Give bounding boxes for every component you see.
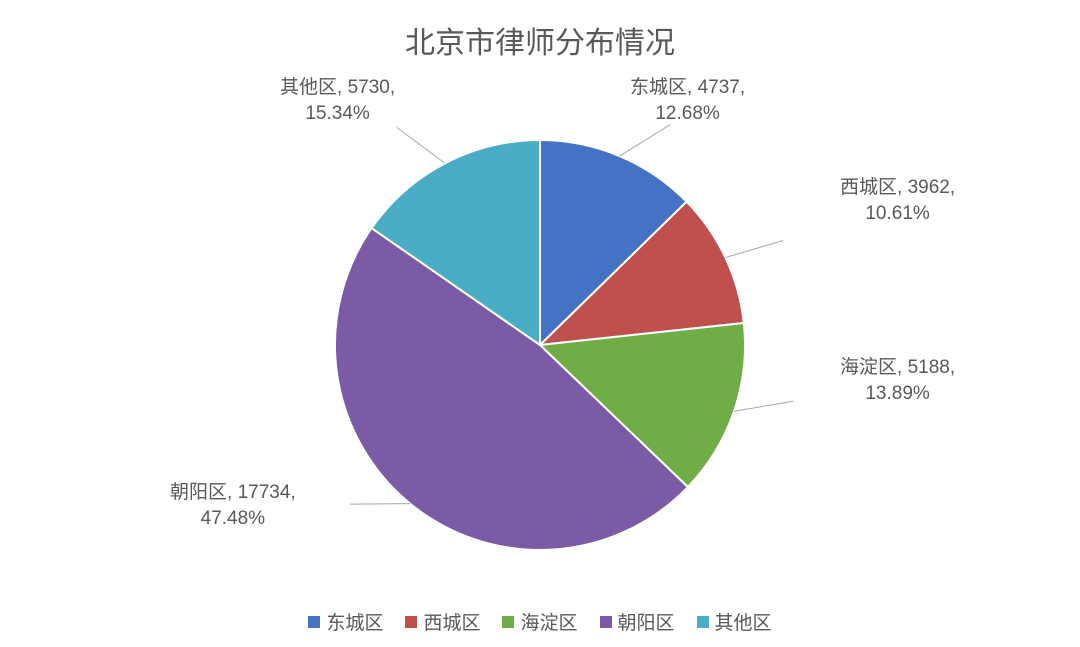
legend-swatch (697, 616, 709, 628)
legend-label: 东城区 (326, 608, 383, 635)
data-label-percent: 12.68% (655, 103, 719, 124)
legend-swatch (405, 616, 417, 628)
legend-item: 其他区 (697, 608, 772, 635)
data-label-value: 5730 (348, 77, 390, 98)
legend-label: 海淀区 (520, 608, 577, 635)
legend-swatch (308, 616, 320, 628)
data-label-line1: 海淀区 (840, 357, 897, 378)
data-label-line1: 东城区 (630, 77, 687, 98)
legend-swatch (600, 616, 612, 628)
legend-swatch (502, 616, 514, 628)
data-label-percent: 15.34% (305, 103, 369, 124)
data-label: 西城区, 3962, 10.61% (840, 175, 955, 226)
pie-chart (0, 0, 1080, 647)
data-label: 朝阳区, 17734, 47.48% (170, 480, 296, 531)
chart-legend: 东城区 西城区 海淀区 朝阳区 其他区 (0, 608, 1080, 635)
data-label-percent: 10.61% (865, 203, 929, 224)
leader-line (350, 504, 410, 505)
data-label-value: 4737 (698, 77, 740, 98)
data-label: 其他区, 5730, 15.34% (280, 75, 395, 126)
data-label-percent: 13.89% (865, 383, 929, 404)
legend-item: 西城区 (405, 608, 480, 635)
data-label: 海淀区, 5188, 13.89% (840, 355, 955, 406)
data-label-line1: 西城区 (840, 177, 897, 198)
legend-label: 朝阳区 (618, 608, 675, 635)
data-label-line1: 其他区 (280, 77, 337, 98)
data-label-percent: 47.48% (201, 508, 265, 529)
legend-label: 其他区 (715, 608, 772, 635)
data-label-line1: 朝阳区 (170, 482, 227, 503)
leader-line (725, 241, 783, 258)
legend-label: 西城区 (423, 608, 480, 635)
data-label: 东城区, 4737, 12.68% (630, 75, 745, 126)
leader-line (734, 401, 793, 411)
legend-item: 东城区 (308, 608, 383, 635)
legend-item: 朝阳区 (600, 608, 675, 635)
leader-line (620, 124, 671, 156)
data-label-value: 17734 (238, 482, 291, 503)
pie-chart-container: 北京市律师分布情况 东城区, 4737, 12.68%西城区, 3962, 10… (0, 0, 1080, 647)
data-label-value: 5188 (908, 357, 950, 378)
data-label-value: 3962 (908, 177, 950, 198)
leader-line (397, 127, 445, 163)
legend-item: 海淀区 (502, 608, 577, 635)
